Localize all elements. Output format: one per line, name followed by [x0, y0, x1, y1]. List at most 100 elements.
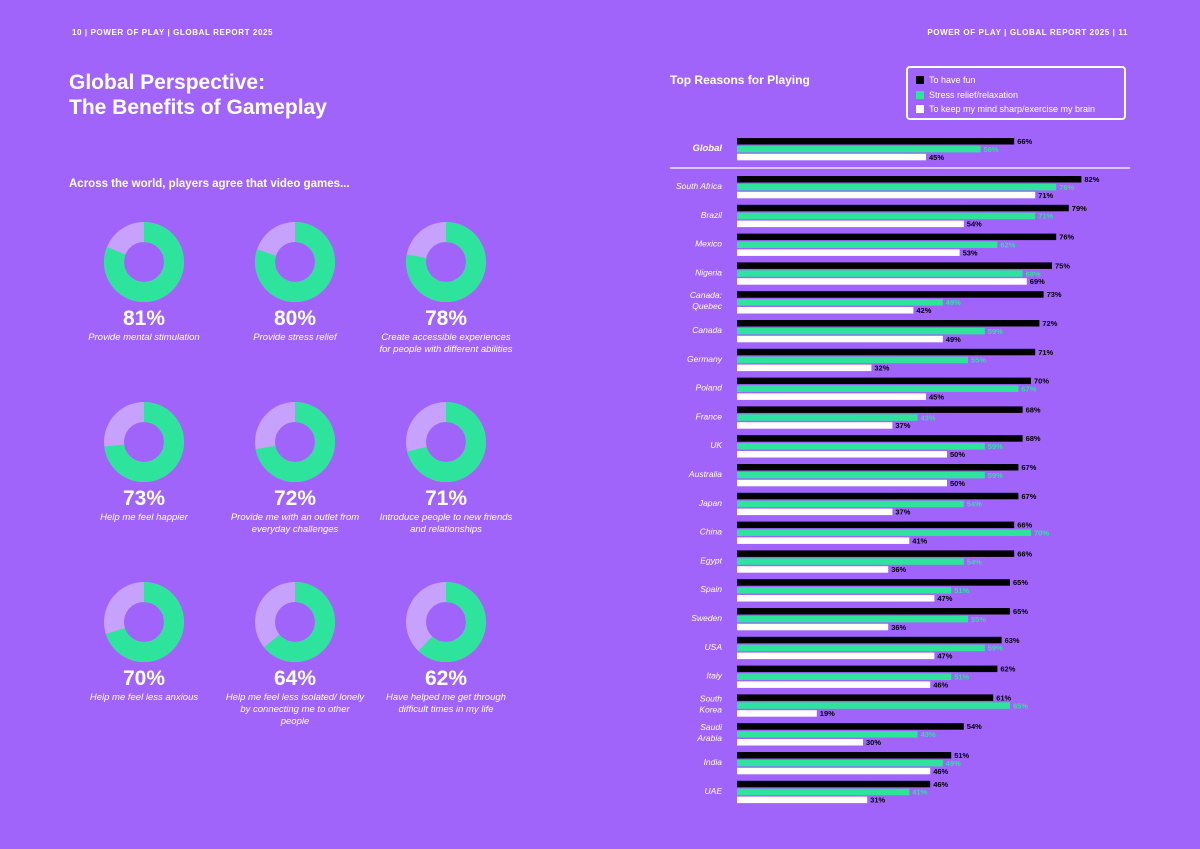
category-label-canada-quebec: Quebec	[692, 301, 723, 311]
bar-south-korea-mind	[737, 710, 817, 717]
bar-label-japan-stress: 54%	[967, 500, 982, 509]
bar-label-spain-fun: 65%	[1013, 578, 1028, 587]
category-label-brazil: Brazil	[701, 210, 723, 220]
bar-label-brazil-fun: 79%	[1072, 204, 1087, 213]
bar-india-stress	[737, 759, 943, 767]
bar-canada-stress	[737, 327, 985, 335]
bar-label-usa-stress: 59%	[988, 644, 1003, 653]
category-label-saudi-arabia: Saudi	[700, 722, 723, 732]
bar-south-africa-fun	[737, 176, 1082, 183]
donut-4: 73% Help me feel happier	[69, 402, 219, 524]
bar-germany-stress	[737, 356, 968, 364]
bar-label-mexico-stress: 62%	[1000, 241, 1015, 250]
donut-percent: 78%	[424, 307, 468, 330]
bar-usa-mind	[737, 652, 935, 660]
donut-chart	[104, 582, 184, 662]
donut-caption: Provide stress relief	[253, 332, 337, 343]
bar-label-france-mind: 37%	[895, 421, 910, 430]
page-title-line-2: The Benefits of Gameplay	[69, 96, 327, 119]
category-label-italy: Italy	[706, 671, 722, 681]
bar-label-italy-mind: 46%	[933, 680, 948, 689]
category-label-sweden: Sweden	[691, 613, 722, 623]
bar-label-uae-stress: 41%	[912, 788, 927, 797]
bar-label-uae-mind: 31%	[870, 796, 885, 805]
category-label-saudi-arabia: Arabia	[696, 733, 722, 743]
bar-sweden-mind	[737, 623, 889, 631]
bar-label-australia-stress: 59%	[988, 471, 1003, 480]
category-label-poland: Poland	[696, 383, 723, 393]
bar-label-saudi-arabia-stress: 43%	[921, 730, 936, 739]
bar-label-australia-fun: 67%	[1021, 463, 1036, 472]
donut-6: 71% Introduce people to new friends and r…	[371, 402, 521, 536]
bar-label-saudi-arabia-fun: 54%	[967, 722, 982, 731]
bar-label-uk-fun: 68%	[1026, 434, 1041, 443]
donut-grid: 81% Provide mental stimulation 80% Provide …	[69, 222, 521, 727]
bar-poland-mind	[737, 393, 926, 400]
bar-label-south-korea-mind: 19%	[820, 709, 835, 718]
bar-label-china-mind: 41%	[912, 536, 927, 545]
bar-label-australia-mind: 50%	[950, 479, 965, 488]
category-label-china: China	[700, 527, 722, 537]
category-label-mexico: Mexico	[695, 239, 722, 249]
page-header-right: POWER OF PLAY | GLOBAL REPORT 2025 | 11	[927, 28, 1128, 37]
bar-label-global-fun: 66%	[1017, 137, 1032, 146]
bar-brazil-mind	[737, 220, 964, 228]
bar-canada-quebec-stress	[737, 299, 943, 306]
bar-mexico-mind	[737, 249, 960, 256]
bar-label-canada-mind: 49%	[946, 335, 961, 344]
legend-swatch-stress	[916, 90, 924, 99]
donut-percent: 71%	[424, 487, 468, 510]
donut-5: 72% Provide me with an outlet from everyd…	[220, 402, 370, 536]
bar-label-germany-stress: 55%	[971, 356, 986, 365]
donut-value-arc	[406, 222, 486, 302]
donut-caption: Provide mental stimulation	[88, 332, 200, 343]
bar-label-germany-fun: 71%	[1038, 348, 1053, 357]
donut-caption: Introduce people to new friends and rela…	[379, 512, 513, 535]
bar-label-india-mind: 46%	[933, 767, 948, 776]
bar-china-mind	[737, 537, 910, 544]
bar-south-korea-stress	[737, 702, 1010, 709]
bar-sweden-stress	[737, 615, 968, 623]
bar-australia-fun	[737, 464, 1019, 471]
bar-china-stress	[737, 529, 1031, 536]
bar-usa-fun	[737, 636, 1002, 644]
category-label-south-korea: South	[700, 693, 722, 703]
bar-label-germany-mind: 32%	[874, 364, 889, 373]
donut-chart	[255, 222, 335, 302]
bar-label-south-africa-stress: 76%	[1059, 183, 1074, 192]
bar-mexico-fun	[737, 233, 1057, 241]
legend-item-stress: Stress relief/relaxation	[916, 88, 1116, 103]
bar-label-china-stress: 70%	[1034, 529, 1049, 538]
bar-france-mind	[737, 422, 893, 429]
bar-china-fun	[737, 521, 1015, 529]
legend-item-mind: To keep my mind sharp/exercise my brain	[916, 102, 1116, 117]
bar-label-global-stress: 58%	[984, 145, 999, 154]
donut-chart	[406, 582, 486, 662]
bar-label-sweden-fun: 65%	[1013, 607, 1028, 616]
bar-label-egypt-stress: 54%	[967, 557, 982, 566]
bar-label-brazil-stress: 71%	[1038, 212, 1053, 221]
donut-chart	[406, 402, 486, 482]
donut-chart	[104, 402, 184, 482]
bar-label-canada-quebec-fun: 73%	[1047, 290, 1062, 299]
bar-label-china-fun: 66%	[1017, 521, 1032, 530]
bar-saudi-arabia-fun	[737, 723, 964, 730]
donut-2: 80% Provide stress relief	[220, 222, 370, 344]
donut-chart	[255, 402, 335, 482]
bar-label-india-fun: 51%	[954, 751, 969, 760]
bar-mexico-stress	[737, 241, 998, 248]
bar-label-uk-mind: 50%	[950, 450, 965, 459]
bar-label-egypt-mind: 36%	[891, 565, 906, 574]
bar-label-poland-mind: 45%	[929, 392, 944, 401]
bar-saudi-arabia-stress	[737, 731, 918, 738]
bar-italy-stress	[737, 673, 952, 680]
donut-caption: Help me feel less isolated/ lonely by co…	[225, 692, 365, 727]
donut-caption: Provide me with an outlet from everyday …	[230, 512, 360, 535]
chart-legend: To have fun Stress relief/relaxation To …	[906, 66, 1126, 120]
bar-uae-mind	[737, 796, 868, 804]
bar-canada-mind	[737, 335, 943, 343]
bar-label-mexico-fun: 76%	[1059, 233, 1074, 242]
bar-label-india-stress: 49%	[946, 759, 961, 768]
bar-poland-stress	[737, 385, 1019, 392]
